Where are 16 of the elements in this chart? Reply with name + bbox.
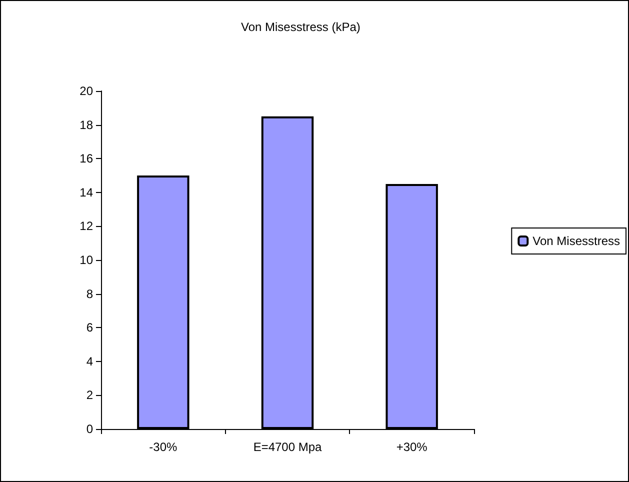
y-tick-label: 6 bbox=[86, 320, 94, 335]
x-tick-label: +30% bbox=[396, 440, 428, 454]
y-tick-label: 18 bbox=[80, 118, 94, 132]
y-tick-label: 10 bbox=[80, 253, 94, 267]
x-tick-label: E=4700 Mpa bbox=[253, 440, 322, 454]
y-tick-label: 4 bbox=[86, 354, 94, 368]
y-tick-label: 0 bbox=[86, 422, 94, 436]
y-tick-label: 2 bbox=[86, 388, 94, 402]
y-tick-label: 16 bbox=[80, 152, 94, 166]
y-tick-label: 20 bbox=[80, 84, 94, 98]
y-tick-label: 12 bbox=[80, 219, 94, 234]
y-tick-label: 14 bbox=[80, 185, 94, 200]
y-tick-label: 8 bbox=[86, 286, 94, 301]
x-tick-label: -30% bbox=[149, 440, 178, 454]
legend-label: Von Misesstress bbox=[532, 234, 620, 248]
chart-title: Von Misesstress (kPa) bbox=[241, 20, 360, 34]
